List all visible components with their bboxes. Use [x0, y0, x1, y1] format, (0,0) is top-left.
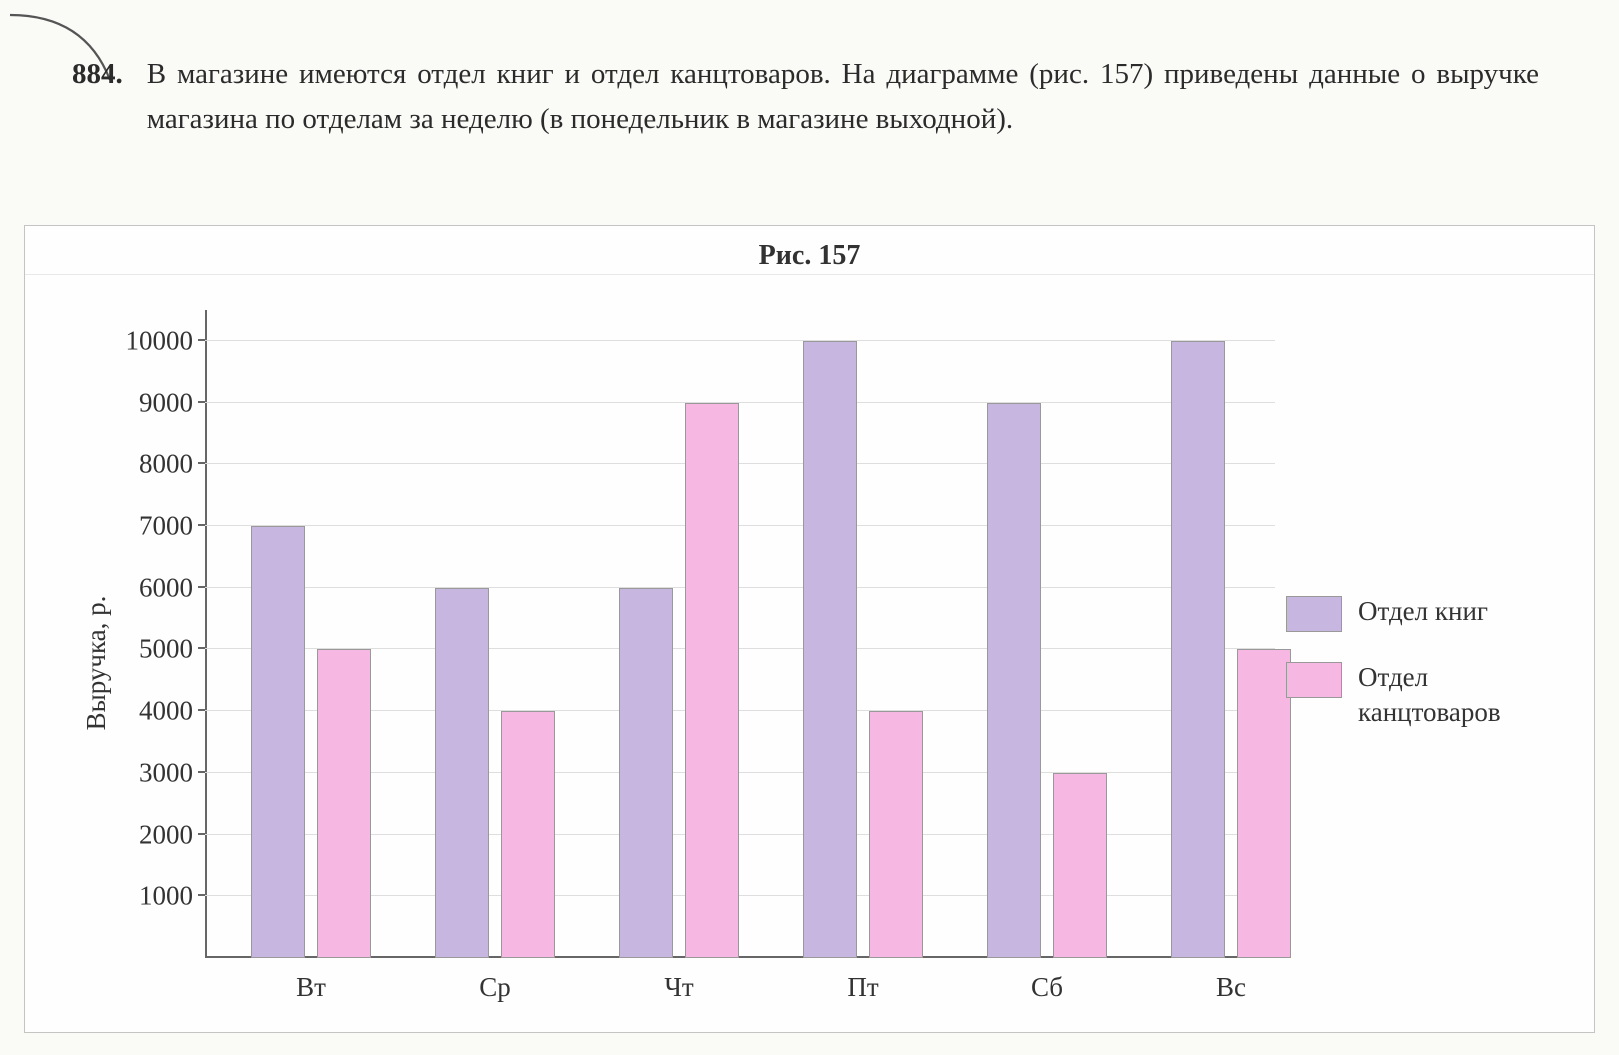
chart-bar	[869, 711, 923, 958]
y-tick-mark	[198, 401, 205, 403]
chart-bar	[1171, 341, 1225, 958]
x-category-label: Ср	[479, 972, 511, 1003]
grid-line	[205, 525, 1275, 526]
y-tick-mark	[198, 647, 205, 649]
chart-bar	[251, 526, 305, 958]
chart-bar	[803, 341, 857, 958]
x-category-label: Сб	[1031, 972, 1063, 1003]
chart-bar	[619, 588, 673, 958]
x-category-label: Пт	[847, 972, 878, 1003]
problem-block: 884. В магазине имеются отдел книг и отд…	[72, 52, 1539, 142]
legend-swatch	[1286, 596, 1342, 632]
legend-row: Отдел канцтоваров	[1286, 660, 1566, 730]
y-tick-mark	[198, 771, 205, 773]
y-tick-mark	[198, 524, 205, 526]
y-tick-label: 6000	[139, 572, 193, 603]
legend-label: Отдел книг	[1358, 594, 1488, 629]
y-tick-mark	[198, 586, 205, 588]
y-tick-label: 4000	[139, 696, 193, 727]
y-tick-label: 5000	[139, 634, 193, 665]
problem-text: В магазине имеются отдел книг и отдел ка…	[147, 52, 1539, 142]
x-category-label: Вс	[1216, 972, 1246, 1003]
chart-bar	[317, 649, 371, 958]
grid-line	[205, 587, 1275, 588]
y-tick-label: 9000	[139, 387, 193, 418]
page-root: 884. В магазине имеются отдел книг и отд…	[0, 0, 1619, 1055]
legend-row: Отдел книг	[1286, 594, 1566, 632]
chart-bar	[501, 711, 555, 958]
y-tick-label: 3000	[139, 757, 193, 788]
grid-line	[205, 463, 1275, 464]
y-tick-label: 1000	[139, 881, 193, 912]
y-tick-label: 7000	[139, 511, 193, 542]
grid-line	[205, 340, 1275, 341]
legend-label: Отдел канцтоваров	[1358, 660, 1566, 730]
problem-number: 884.	[72, 52, 123, 142]
chart-body: Выручка, р. 1000200030004000500060007000…	[25, 294, 1594, 1032]
chart-legend: Отдел книг Отдел канцтоваров	[1286, 594, 1566, 758]
y-tick-mark	[198, 894, 205, 896]
chart-frame: Рис. 157 Выручка, р. 1000200030004000500…	[24, 225, 1595, 1033]
y-tick-label: 8000	[139, 449, 193, 480]
x-category-label: Чт	[664, 972, 693, 1003]
chart-plot-area: 1000200030004000500060007000800090001000…	[205, 310, 1275, 958]
x-category-label: Вт	[296, 972, 326, 1003]
y-tick-mark	[198, 833, 205, 835]
y-tick-mark	[198, 339, 205, 341]
grid-line	[205, 402, 1275, 403]
y-tick-mark	[198, 709, 205, 711]
legend-swatch	[1286, 662, 1342, 698]
chart-bar	[987, 403, 1041, 958]
chart-bar	[1237, 649, 1291, 958]
y-tick-label: 2000	[139, 819, 193, 850]
y-axis-label: Выручка, р.	[81, 596, 112, 731]
y-tick-label: 10000	[126, 325, 194, 356]
chart-bar	[1053, 773, 1107, 958]
chart-title: Рис. 157	[25, 226, 1594, 275]
y-axis-line	[205, 310, 207, 958]
chart-bar	[435, 588, 489, 958]
y-tick-mark	[198, 462, 205, 464]
chart-bar	[685, 403, 739, 958]
